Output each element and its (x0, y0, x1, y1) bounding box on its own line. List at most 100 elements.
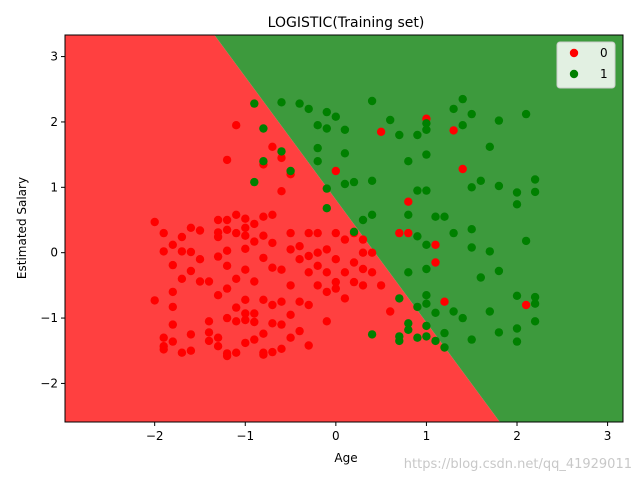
point-class-0 (213, 342, 223, 351)
chart-title: LOGISTIC(Training set) (268, 15, 425, 31)
point-class-0 (277, 320, 286, 329)
point-class-0 (268, 210, 277, 219)
point-class-1 (386, 115, 395, 125)
point-class-1 (259, 124, 268, 133)
point-class-0 (177, 348, 187, 357)
point-class-0 (186, 266, 196, 276)
point-class-0 (232, 121, 241, 130)
point-class-1 (349, 227, 359, 236)
point-class-0 (204, 277, 214, 286)
point-class-0 (241, 295, 250, 304)
legend: 01 (556, 41, 616, 89)
point-class-1 (485, 307, 494, 316)
point-class-0 (213, 232, 223, 242)
point-class-1 (340, 149, 350, 158)
point-class-1 (422, 150, 431, 159)
point-class-1 (521, 236, 531, 246)
point-class-1 (512, 337, 522, 346)
point-class-1 (431, 212, 440, 221)
point-class-0 (241, 338, 250, 348)
point-class-0 (331, 255, 340, 264)
point-class-0 (449, 126, 458, 135)
point-class-0 (386, 307, 395, 316)
point-class-1 (422, 240, 431, 249)
point-class-0 (222, 246, 232, 255)
x-tick-label: 1 (423, 429, 431, 443)
point-class-1 (440, 328, 449, 338)
point-class-1 (413, 302, 422, 312)
point-class-0 (331, 284, 340, 293)
point-class-1 (467, 335, 476, 344)
decision-regions (65, 35, 623, 422)
point-class-1 (404, 210, 413, 219)
x-tick-label: 3 (604, 429, 612, 443)
point-class-0 (213, 252, 223, 261)
point-class-0 (159, 247, 168, 256)
point-class-0 (404, 228, 413, 238)
point-class-1 (313, 157, 322, 166)
point-class-0 (177, 232, 187, 242)
point-class-0 (322, 317, 331, 326)
point-class-0 (250, 335, 259, 344)
y-tick-label: 1 (50, 180, 58, 194)
point-class-0 (232, 228, 241, 238)
point-class-0 (168, 337, 177, 346)
x-tick-label: −1 (236, 429, 254, 443)
point-class-1 (494, 116, 504, 125)
point-class-1 (467, 183, 476, 192)
point-class-0 (304, 228, 313, 238)
point-class-1 (431, 336, 440, 346)
point-class-0 (286, 245, 295, 254)
point-class-1 (449, 228, 458, 238)
point-class-0 (358, 235, 368, 244)
point-class-1 (313, 121, 322, 130)
point-class-1 (431, 308, 440, 317)
point-class-1 (340, 125, 350, 134)
point-class-0 (431, 240, 440, 249)
point-class-0 (241, 223, 250, 232)
point-class-0 (313, 248, 322, 257)
point-class-1 (250, 99, 259, 108)
point-class-0 (440, 297, 449, 306)
point-class-0 (177, 247, 187, 256)
point-class-1 (494, 266, 504, 276)
point-class-1 (404, 319, 413, 328)
point-class-0 (259, 212, 268, 221)
point-class-0 (195, 226, 205, 235)
point-class-0 (150, 217, 159, 227)
point-class-1 (367, 330, 377, 339)
point-class-1 (512, 324, 522, 333)
legend-label-0: 0 (600, 46, 608, 60)
point-class-1 (422, 264, 431, 274)
y-axis-ticks: −2 −1 0 1 2 3 (40, 50, 65, 390)
point-class-1 (367, 176, 377, 185)
point-class-0 (159, 228, 168, 238)
point-class-0 (250, 219, 259, 229)
point-class-1 (349, 177, 359, 187)
point-class-0 (268, 319, 277, 328)
point-class-0 (168, 240, 177, 249)
scatter-points (150, 94, 540, 361)
point-class-0 (268, 238, 277, 248)
point-class-0 (259, 231, 268, 240)
y-tick-label: −2 (40, 376, 58, 390)
point-class-0 (159, 345, 168, 354)
point-class-0 (168, 260, 177, 270)
point-class-0 (295, 326, 304, 336)
point-class-1 (395, 332, 404, 341)
point-class-0 (268, 300, 277, 310)
point-class-1 (286, 166, 295, 176)
point-class-1 (404, 268, 413, 277)
point-class-0 (259, 348, 268, 357)
point-class-0 (376, 127, 386, 136)
point-class-0 (313, 228, 322, 238)
x-tick-label: 2 (513, 429, 521, 443)
point-class-1 (422, 291, 431, 300)
watermark: https://blog.csdn.net/qq_41929011 (404, 457, 632, 472)
point-class-0 (222, 261, 232, 270)
point-class-1 (530, 317, 540, 326)
point-class-1 (449, 104, 458, 114)
point-class-0 (204, 317, 214, 326)
point-class-1 (476, 176, 485, 185)
point-class-1 (259, 157, 268, 166)
